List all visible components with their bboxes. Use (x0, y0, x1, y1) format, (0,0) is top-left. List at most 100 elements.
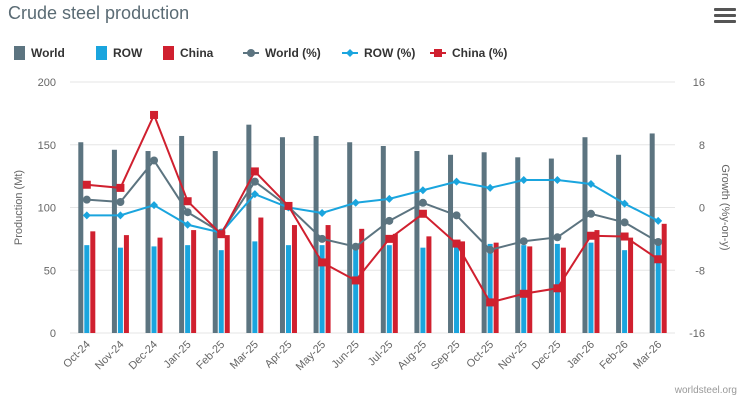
bars (78, 124, 667, 333)
bar-world (380, 146, 386, 333)
point-world-growth (586, 209, 595, 218)
bar-china (460, 241, 466, 333)
grid-lines (70, 81, 675, 334)
x-tick-label: Oct-24 (61, 339, 93, 371)
bar-china (224, 235, 230, 333)
x-tick-label: Oct-25 (464, 339, 496, 371)
x-tick-label: Jun-25 (330, 339, 362, 371)
point-world-growth (620, 218, 629, 227)
bar-china (157, 237, 163, 333)
y2-tick-label: 8 (699, 140, 705, 152)
x-tick-label: Feb-25 (194, 339, 227, 372)
growth-lines (82, 110, 663, 307)
point-china-growth (654, 255, 663, 264)
y2-tick-label: 16 (693, 77, 705, 89)
point-world-growth (318, 234, 327, 243)
bar-china (325, 225, 331, 333)
bar-china (426, 236, 432, 333)
x-tick-label: Dec-25 (530, 339, 564, 373)
x-tick-label: Nov-24 (93, 339, 127, 373)
legend-label-row[interactable]: ROW (113, 46, 143, 60)
bar-row (655, 241, 661, 333)
legend-label-china[interactable]: China (%) (452, 46, 507, 60)
bar-world (548, 158, 554, 333)
y2-tick-label: 0 (699, 203, 705, 215)
point-world-growth (150, 156, 159, 165)
x-tick-label: Jul-25 (366, 339, 396, 369)
point-china-growth (351, 276, 360, 285)
point-row-growth (385, 194, 394, 203)
point-world-growth (116, 198, 125, 207)
line-row-growth (86, 179, 659, 234)
legend-label-world[interactable]: World (31, 46, 65, 60)
y2-tick-label: -8 (695, 265, 705, 277)
bar-china (560, 247, 566, 333)
legend: World ROW China World (%) ROW (%) China (%) (14, 46, 507, 60)
point-world-growth (351, 242, 360, 251)
bar-china (191, 230, 197, 333)
point-china-growth (318, 258, 327, 267)
point-china-growth (284, 201, 293, 210)
bar-world (448, 154, 454, 333)
bar-row (285, 245, 291, 333)
point-row-growth (486, 183, 495, 192)
legend-label-row[interactable]: ROW (%) (364, 46, 415, 60)
bar-world (515, 157, 521, 333)
point-world-growth (654, 238, 663, 247)
y-tick-label: 0 (50, 328, 56, 340)
bar-world (111, 149, 117, 333)
legend-label-world[interactable]: World (%) (265, 46, 321, 60)
bar-china (291, 225, 297, 333)
point-row-growth (116, 211, 125, 220)
point-row-growth (351, 198, 360, 207)
bar-world (649, 133, 655, 333)
bar-row (84, 245, 90, 333)
bar-row (185, 245, 191, 333)
point-row-growth (250, 190, 259, 199)
point-row-growth (82, 211, 91, 220)
x-tick-label: Aug-25 (395, 339, 429, 373)
bar-china (661, 223, 667, 333)
point-china-growth (553, 284, 562, 293)
point-china-growth (250, 167, 259, 176)
point-row-growth (418, 186, 427, 195)
point-china-growth (217, 230, 226, 239)
x-tick-label: Feb-26 (598, 339, 631, 372)
point-row-growth (183, 220, 192, 229)
bar-row (487, 243, 493, 333)
hamburger-menu-icon[interactable] (714, 8, 736, 28)
bar-row (420, 247, 426, 333)
bar-china (628, 237, 634, 333)
bar-row (622, 250, 628, 333)
point-china-growth (82, 180, 91, 189)
point-world-growth (82, 195, 91, 204)
point-row-growth (620, 199, 629, 208)
bar-row (454, 245, 460, 333)
line-china-growth (86, 112, 659, 304)
point-china-growth (519, 289, 528, 298)
bar-world (212, 151, 218, 333)
point-world-growth (250, 177, 259, 186)
point-world-growth (418, 198, 427, 207)
legend-marker-china (434, 49, 442, 57)
legend-swatch-china (163, 46, 174, 60)
bar-world (616, 154, 622, 333)
point-row-growth (318, 208, 327, 217)
credit-text[interactable]: worldsteel.org (674, 385, 737, 396)
legend-label-china[interactable]: China (180, 46, 214, 60)
point-row-growth (150, 201, 159, 210)
bar-row (353, 245, 359, 333)
y2-tick-label: -16 (689, 328, 705, 340)
point-world-growth (553, 233, 562, 242)
bar-row (588, 242, 594, 333)
bar-world (179, 135, 185, 333)
legend-swatch-world (14, 46, 25, 60)
bar-row (218, 250, 224, 333)
bar-row (386, 245, 392, 333)
point-china-growth (586, 231, 595, 240)
legend-swatch-row (96, 46, 107, 60)
bar-world (145, 151, 151, 333)
bar-china (359, 228, 365, 333)
point-china-growth (385, 234, 394, 243)
